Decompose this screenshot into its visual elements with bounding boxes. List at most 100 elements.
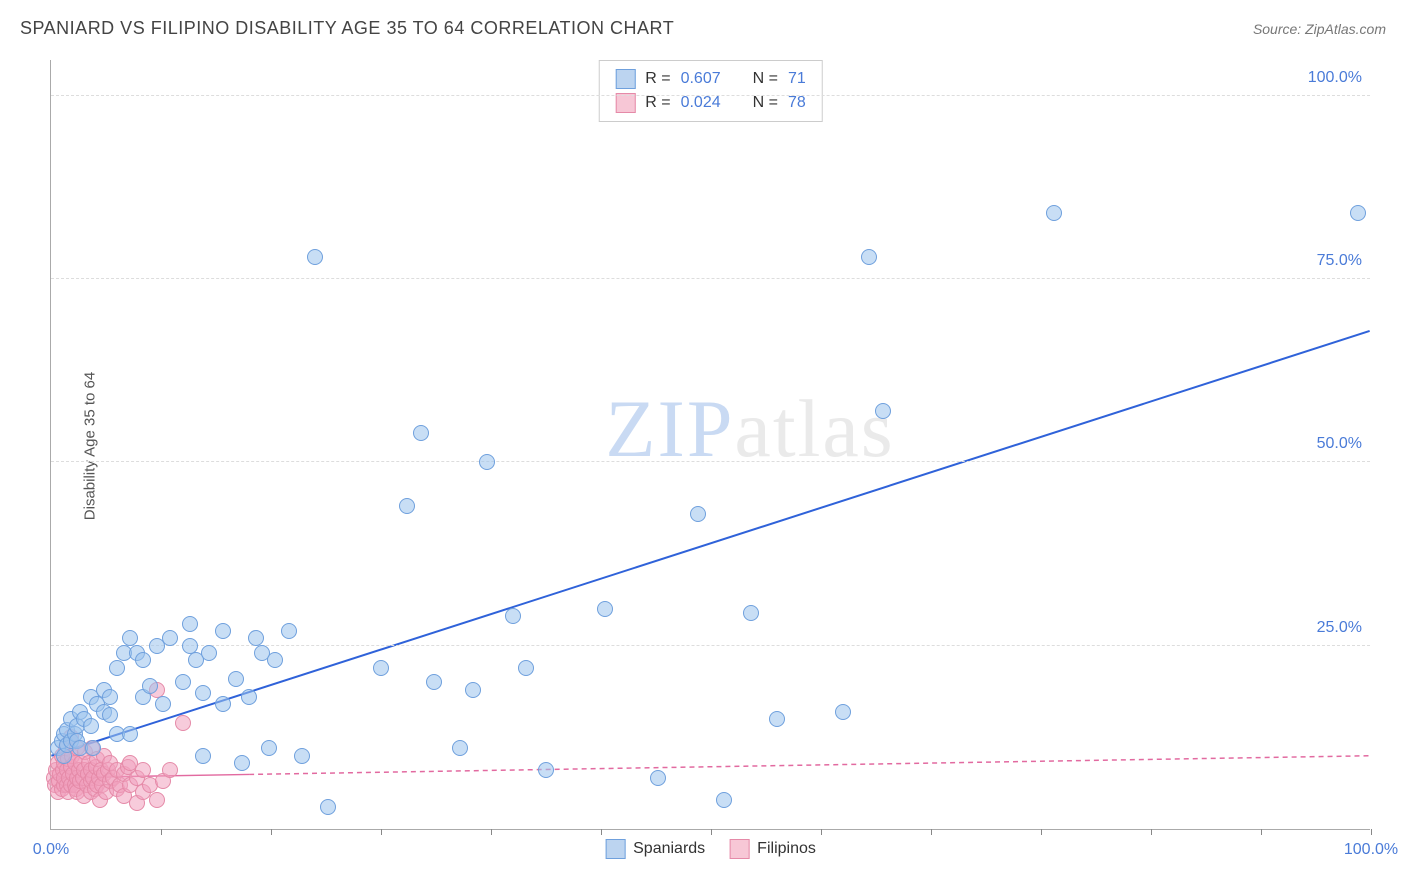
x-tick [1151, 829, 1152, 835]
spaniards-point [122, 630, 138, 646]
spaniards-point [109, 660, 125, 676]
gridline [51, 95, 1370, 96]
correlation-legend: R = 0.607 N = 71 R = 0.024 N = 78 [598, 60, 823, 122]
spaniards-point [307, 249, 323, 265]
spaniards-point [155, 696, 171, 712]
spaniards-point [261, 740, 277, 756]
spaniards-point [426, 674, 442, 690]
filipinos-point [175, 715, 191, 731]
spaniards-point [182, 616, 198, 632]
spaniards-point [650, 770, 666, 786]
spaniards-point [175, 674, 191, 690]
spaniards-point [743, 605, 759, 621]
spaniards-point [479, 454, 495, 470]
spaniards-point [518, 660, 534, 676]
spaniards-point [1046, 205, 1062, 221]
x-tick [271, 829, 272, 835]
filipinos-point [135, 762, 151, 778]
y-tick-label: 75.0% [1317, 252, 1362, 270]
spaniards-point [241, 689, 257, 705]
x-tick-label: 100.0% [1344, 841, 1398, 859]
spaniards-point [102, 707, 118, 723]
legend-r-value: 0.024 [681, 94, 721, 112]
source-credit: Source: ZipAtlas.com [1253, 21, 1386, 37]
legend-swatch [615, 93, 635, 113]
spaniards-point [215, 696, 231, 712]
series-legend: Spaniards Filipinos [605, 839, 816, 859]
spaniards-point [320, 799, 336, 815]
legend-n-value: 78 [788, 94, 806, 112]
x-tick [491, 829, 492, 835]
spaniards-point [182, 638, 198, 654]
spaniards-point [281, 623, 297, 639]
y-tick-label: 50.0% [1317, 435, 1362, 453]
x-tick [931, 829, 932, 835]
legend-series-label: Filipinos [757, 840, 816, 858]
spaniards-point [294, 748, 310, 764]
spaniards-point [538, 762, 554, 778]
filipinos-point [149, 792, 165, 808]
spaniards-point [85, 740, 101, 756]
spaniards-point [102, 689, 118, 705]
spaniards-point [122, 726, 138, 742]
legend-stat-row: R = 0.607 N = 71 [615, 67, 806, 91]
spaniards-point [228, 671, 244, 687]
x-tick [601, 829, 602, 835]
spaniards-point [465, 682, 481, 698]
spaniards-point [452, 740, 468, 756]
spaniards-point [413, 425, 429, 441]
legend-r-label: R = [645, 70, 670, 88]
scatter-plot: ZIPatlas R =0.607N =71R =0.024N =78 Span… [50, 60, 1370, 830]
legend-series-label: Spaniards [633, 840, 705, 858]
spaniards-point [399, 498, 415, 514]
spaniards-point [835, 704, 851, 720]
y-tick-label: 100.0% [1308, 69, 1362, 87]
legend-series-item: Filipinos [729, 839, 816, 859]
spaniards-point [690, 506, 706, 522]
spaniards-point [195, 748, 211, 764]
filipinos-point [162, 762, 178, 778]
legend-series-item: Spaniards [605, 839, 705, 859]
x-tick [1261, 829, 1262, 835]
spaniards-point [769, 711, 785, 727]
x-tick [161, 829, 162, 835]
spaniards-point [875, 403, 891, 419]
x-tick [711, 829, 712, 835]
spaniards-point [201, 645, 217, 661]
spaniards-point [248, 630, 264, 646]
legend-swatch [729, 839, 749, 859]
y-tick-label: 25.0% [1317, 619, 1362, 637]
legend-n-label: N = [753, 94, 778, 112]
spaniards-point [162, 630, 178, 646]
filipinos-trendline-extrapolated [249, 756, 1370, 775]
legend-n-value: 71 [788, 70, 806, 88]
spaniards-point [135, 652, 151, 668]
legend-swatch [615, 69, 635, 89]
legend-swatch [605, 839, 625, 859]
x-tick [1371, 829, 1372, 835]
spaniards-point [195, 685, 211, 701]
trendline-layer [51, 60, 1370, 829]
spaniards-point [83, 718, 99, 734]
spaniards-point [861, 249, 877, 265]
legend-n-label: N = [753, 70, 778, 88]
spaniards-point [505, 608, 521, 624]
spaniards-point [1350, 205, 1366, 221]
spaniards-point [716, 792, 732, 808]
x-tick-label: 0.0% [33, 841, 69, 859]
spaniards-point [215, 623, 231, 639]
chart-title: SPANIARD VS FILIPINO DISABILITY AGE 35 T… [20, 18, 674, 39]
x-tick [821, 829, 822, 835]
spaniards-point [597, 601, 613, 617]
spaniards-point [142, 678, 158, 694]
spaniards-point [373, 660, 389, 676]
spaniards-point [234, 755, 250, 771]
legend-r-label: R = [645, 94, 670, 112]
legend-r-value: 0.607 [681, 70, 721, 88]
x-tick [381, 829, 382, 835]
gridline [51, 278, 1370, 279]
gridline [51, 645, 1370, 646]
gridline [51, 461, 1370, 462]
spaniards-point [267, 652, 283, 668]
x-tick [1041, 829, 1042, 835]
